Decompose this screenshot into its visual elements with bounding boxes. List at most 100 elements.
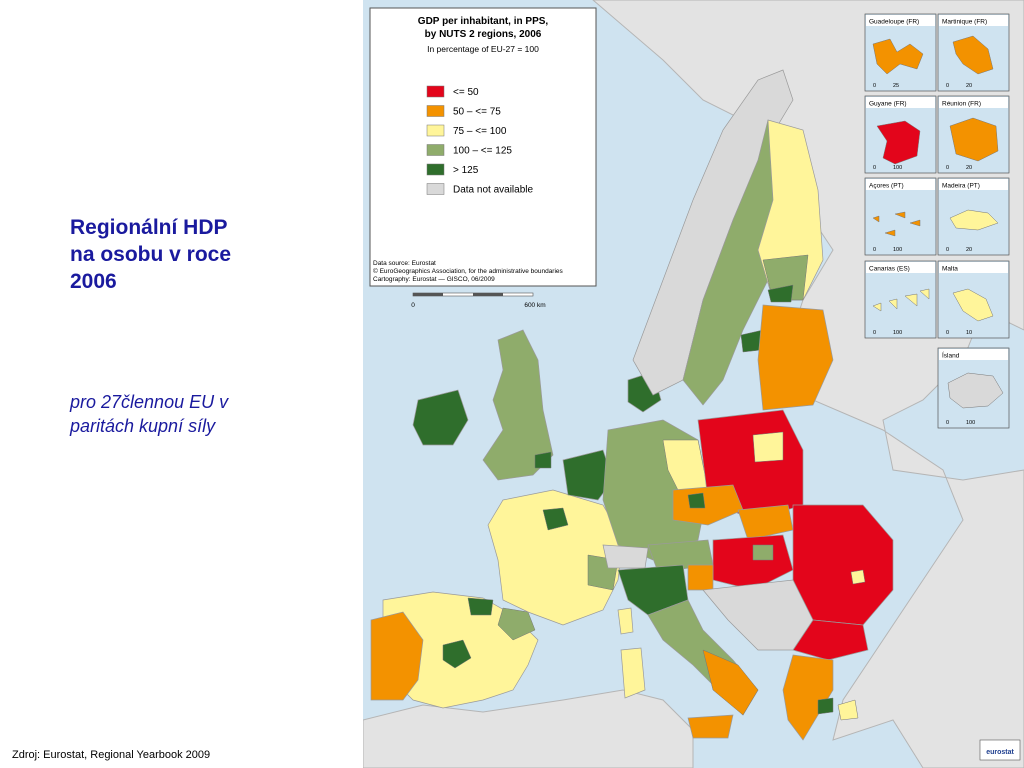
legend-swatch	[426, 144, 445, 156]
inset-scale-start: 0	[873, 83, 876, 89]
inset-scale-end: 100	[893, 247, 902, 253]
inset-map: Malta 0 10	[937, 260, 1010, 339]
inset-scale-end: 100	[893, 165, 902, 171]
legend-swatch	[426, 183, 445, 195]
legend-swatch	[426, 105, 445, 117]
map-title-line1: GDP per inhabitant, in PPS,	[418, 16, 549, 27]
inset-scale-start: 0	[946, 165, 949, 171]
region-attica	[817, 697, 834, 715]
legend-label: 75 – <= 100	[453, 126, 507, 137]
region-helsinki	[767, 284, 794, 303]
region-sicily	[687, 714, 734, 739]
eurostat-logo: eurostat	[979, 739, 1021, 761]
inset-scale-start: 0	[873, 330, 876, 336]
region-south-italy	[702, 649, 759, 716]
inset-scale-start: 0	[946, 330, 949, 336]
region-croatia-balkans	[702, 579, 814, 651]
inset-scale-end: 20	[966, 83, 972, 89]
legend-label: 100 – <= 125	[453, 146, 512, 157]
region-greece	[782, 654, 834, 741]
region-warsaw	[752, 431, 784, 463]
insets-panel: Guadeloupe (FR) 0 25 Martinique (FR) 0 20 Guya…	[864, 13, 1010, 429]
region-romania	[792, 504, 894, 626]
inset-name: Guadeloupe (FR)	[869, 19, 919, 26]
inset-scale-start: 0	[946, 247, 949, 253]
region-bucharest	[850, 569, 866, 585]
region-corsica	[617, 607, 634, 635]
region-ireland	[412, 389, 469, 446]
region-baltics	[757, 304, 834, 411]
region-london	[534, 451, 552, 469]
inset-map: Ísland 0 100	[937, 347, 1010, 429]
legend-label: Data not available	[453, 185, 533, 196]
region-slovenia	[687, 564, 714, 591]
credit-line-3: Cartography: Eurostat — GISCO, 06/2009	[373, 276, 495, 283]
region-budapest	[752, 544, 774, 561]
region-sardinia	[620, 647, 646, 699]
inset-name: Madeira (PT)	[942, 183, 980, 190]
legend-swatch	[426, 85, 445, 98]
inset-scale-end: 20	[966, 247, 972, 253]
credit-line-2: © EuroGeographics Association, for the a…	[373, 267, 564, 275]
region-portugal	[370, 611, 424, 701]
inset-region	[949, 117, 999, 162]
region-france	[487, 489, 624, 626]
region-south-aegean	[837, 699, 859, 721]
inset-region	[952, 288, 994, 322]
inset-map: Réunion (FR) 0 20	[937, 95, 1010, 174]
inset-map: Martinique (FR) 0 20	[937, 13, 1010, 92]
scale-start-label: 0	[411, 302, 415, 309]
region-madrid	[442, 639, 472, 669]
inset-name: Ísland	[942, 351, 960, 360]
scale-end-label: 600 km	[524, 302, 545, 309]
legend-label: > 125	[453, 165, 479, 176]
region-catalonia	[497, 607, 536, 641]
inset-scale-end: 100	[893, 330, 902, 336]
legend-label: 50 – <= 75	[453, 107, 501, 118]
region-ile-de-france	[542, 507, 569, 531]
map-title-line2: by NUTS 2 regions, 2006	[425, 29, 542, 40]
slide-subtitle: pro 27člennou EU v paritách kupní síly	[70, 392, 229, 436]
inset-region	[952, 35, 994, 75]
legend-box: GDP per inhabitant, in PPS, by NUTS 2 re…	[369, 7, 597, 287]
inset-name: Canarias (ES)	[869, 266, 910, 273]
inset-map: Guadeloupe (FR) 0 25	[864, 13, 937, 92]
map-subtitle: In percentage of EU-27 = 100	[427, 44, 539, 54]
north-africa-land	[363, 689, 694, 768]
inset-map: Madeira (PT) 0 20	[937, 177, 1010, 256]
inset-region	[872, 288, 930, 312]
inset-name: Martinique (FR)	[942, 19, 987, 26]
region-prague	[687, 492, 706, 509]
inset-scale-end: 100	[966, 420, 975, 426]
region-basque	[467, 597, 494, 616]
inset-scale-start: 0	[873, 165, 876, 171]
credit-line-1: Data source: Eurostat	[373, 260, 436, 267]
inset-region	[876, 120, 921, 165]
inset-scale-end: 10	[966, 330, 972, 336]
region-great-britain	[482, 329, 554, 481]
legend-label: <= 50	[453, 87, 479, 98]
inset-name: Malta	[942, 266, 958, 273]
inset-map: Açores (PT) 0 100	[864, 177, 937, 256]
slide-title: Regionální HDP na osobu v roce 2006	[70, 216, 232, 293]
inset-name: Açores (PT)	[869, 183, 904, 190]
gdp-map: GDP per inhabitant, in PPS, by NUTS 2 re…	[363, 0, 1024, 768]
inset-region	[949, 209, 999, 231]
inset-map: Guyane (FR) 0 100	[864, 95, 937, 174]
legend-swatch	[426, 163, 445, 176]
inset-region	[872, 38, 924, 75]
inset-scale-end: 25	[893, 83, 899, 89]
inset-scale-end: 20	[966, 165, 972, 171]
inset-region	[947, 372, 1004, 409]
inset-scale-start: 0	[946, 420, 949, 426]
region-switzerland	[602, 544, 649, 569]
inset-scale-start: 0	[873, 247, 876, 253]
scale-bar: 0 600 km	[411, 292, 546, 309]
legend-items: <= 50 50 – <= 75 75 – <= 100 100 – <= 125 > …	[426, 85, 533, 196]
inset-name: Réunion (FR)	[942, 101, 981, 108]
inset-scale-start: 0	[946, 83, 949, 89]
inset-region	[872, 211, 921, 237]
inset-name: Guyane (FR)	[869, 101, 907, 108]
svg-text:eurostat: eurostat	[986, 749, 1014, 756]
inset-map: Canarias (ES) 0 100	[864, 260, 937, 339]
